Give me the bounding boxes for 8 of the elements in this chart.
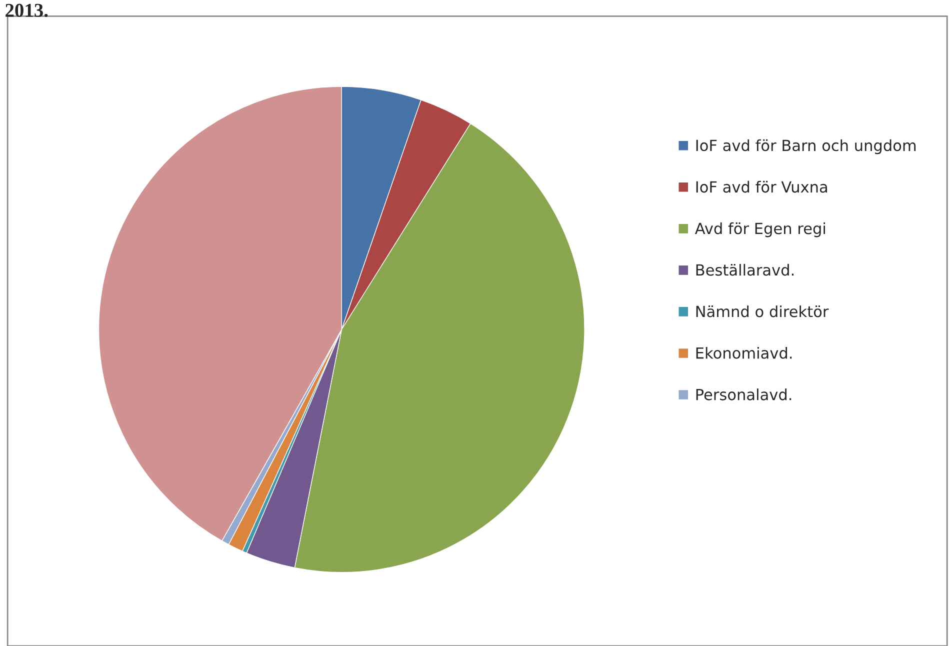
legend-label: Nämnd o direktör [696,305,829,318]
legend-label: Beställaravd. [696,264,794,276]
legend-label: IoF avd för Vuxna [696,180,827,193]
chart-title: 2013. [6,4,48,17]
legend-label: Avd för Egen regi [694,222,826,238]
legend-label: IoF avd för Barn och ungdom [696,139,916,154]
legend-label: Personalavd. [696,388,792,400]
legend-label: Ekonomiavd. [696,346,792,359]
